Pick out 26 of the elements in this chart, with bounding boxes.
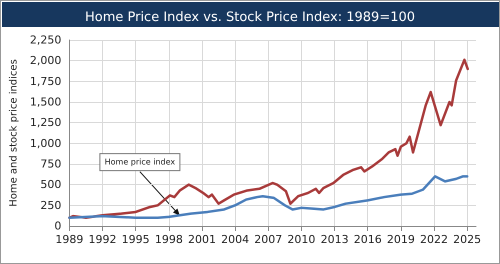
x-tick-label: 2007 <box>254 233 282 246</box>
y-tick-label: 1,250 <box>30 116 62 130</box>
y-tick-label: 1,500 <box>30 96 62 108</box>
x-tick-label: 2001 <box>188 233 216 246</box>
y-axis-title: Home and stock price indices <box>8 59 20 207</box>
x-tick-label: 2010 <box>287 233 316 246</box>
y-tick-label: 750 <box>40 158 62 170</box>
x-tick-label: 2025 <box>453 233 482 246</box>
annotation: Home price index <box>104 158 176 167</box>
y-tick-label: 500 <box>40 178 62 192</box>
x-tick-label: 1995 <box>122 233 150 246</box>
y-tick-label: 1,750 <box>30 74 62 88</box>
x-tick-label: 1989 <box>55 233 84 246</box>
y-tick-label: 250 <box>40 198 62 212</box>
x-tick-label: 2016 <box>354 233 382 246</box>
x-tick-label: 2022 <box>420 233 448 246</box>
x-tick-label: 1992 <box>88 233 117 246</box>
x-tick-label: 1998 <box>154 233 183 246</box>
y-tick-label: 0 <box>54 220 62 232</box>
x-tick-label: 2019 <box>386 233 415 246</box>
chart-title: Home Price Index vs. Stock Price Index: 1989=100 <box>84 10 416 25</box>
x-tick-label: 2004 <box>221 233 250 246</box>
y-tick-label: 2,000 <box>30 54 62 68</box>
y-tick-label: 1,000 <box>30 136 62 150</box>
x-tick-label: 2013 <box>320 233 349 246</box>
y-tick-label: 2,250 <box>30 34 62 46</box>
